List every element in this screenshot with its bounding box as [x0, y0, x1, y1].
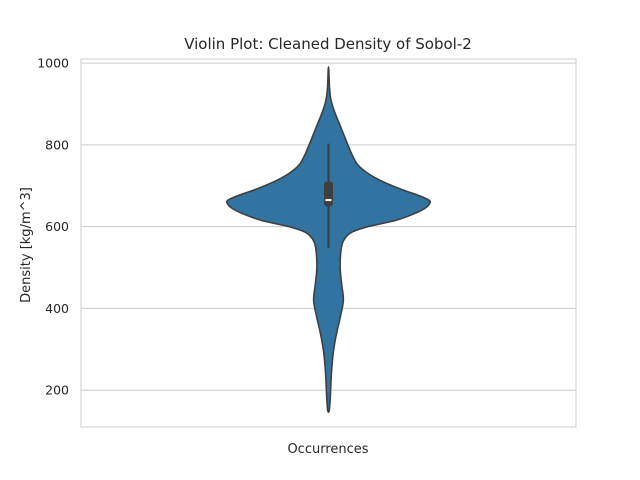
y-tick-label-1000: 1000: [37, 56, 69, 71]
y-tick-label-400: 400: [45, 301, 69, 316]
plot-frame: [80, 58, 577, 428]
y-axis-label: Density [kg/m^3]: [19, 187, 34, 303]
chart-title: Violin Plot: Cleaned Density of Sobol-2: [184, 35, 472, 53]
interquartile-box: [324, 181, 333, 207]
y-tick-label-600: 600: [45, 219, 69, 234]
box-layer: [324, 143, 333, 248]
y-tick-label-200: 200: [45, 383, 69, 398]
y-tick-label-800: 800: [45, 137, 69, 152]
x-axis-label: Occurrences: [287, 442, 368, 457]
axis-layer: 200 400 600 800 1000: [37, 56, 577, 428]
